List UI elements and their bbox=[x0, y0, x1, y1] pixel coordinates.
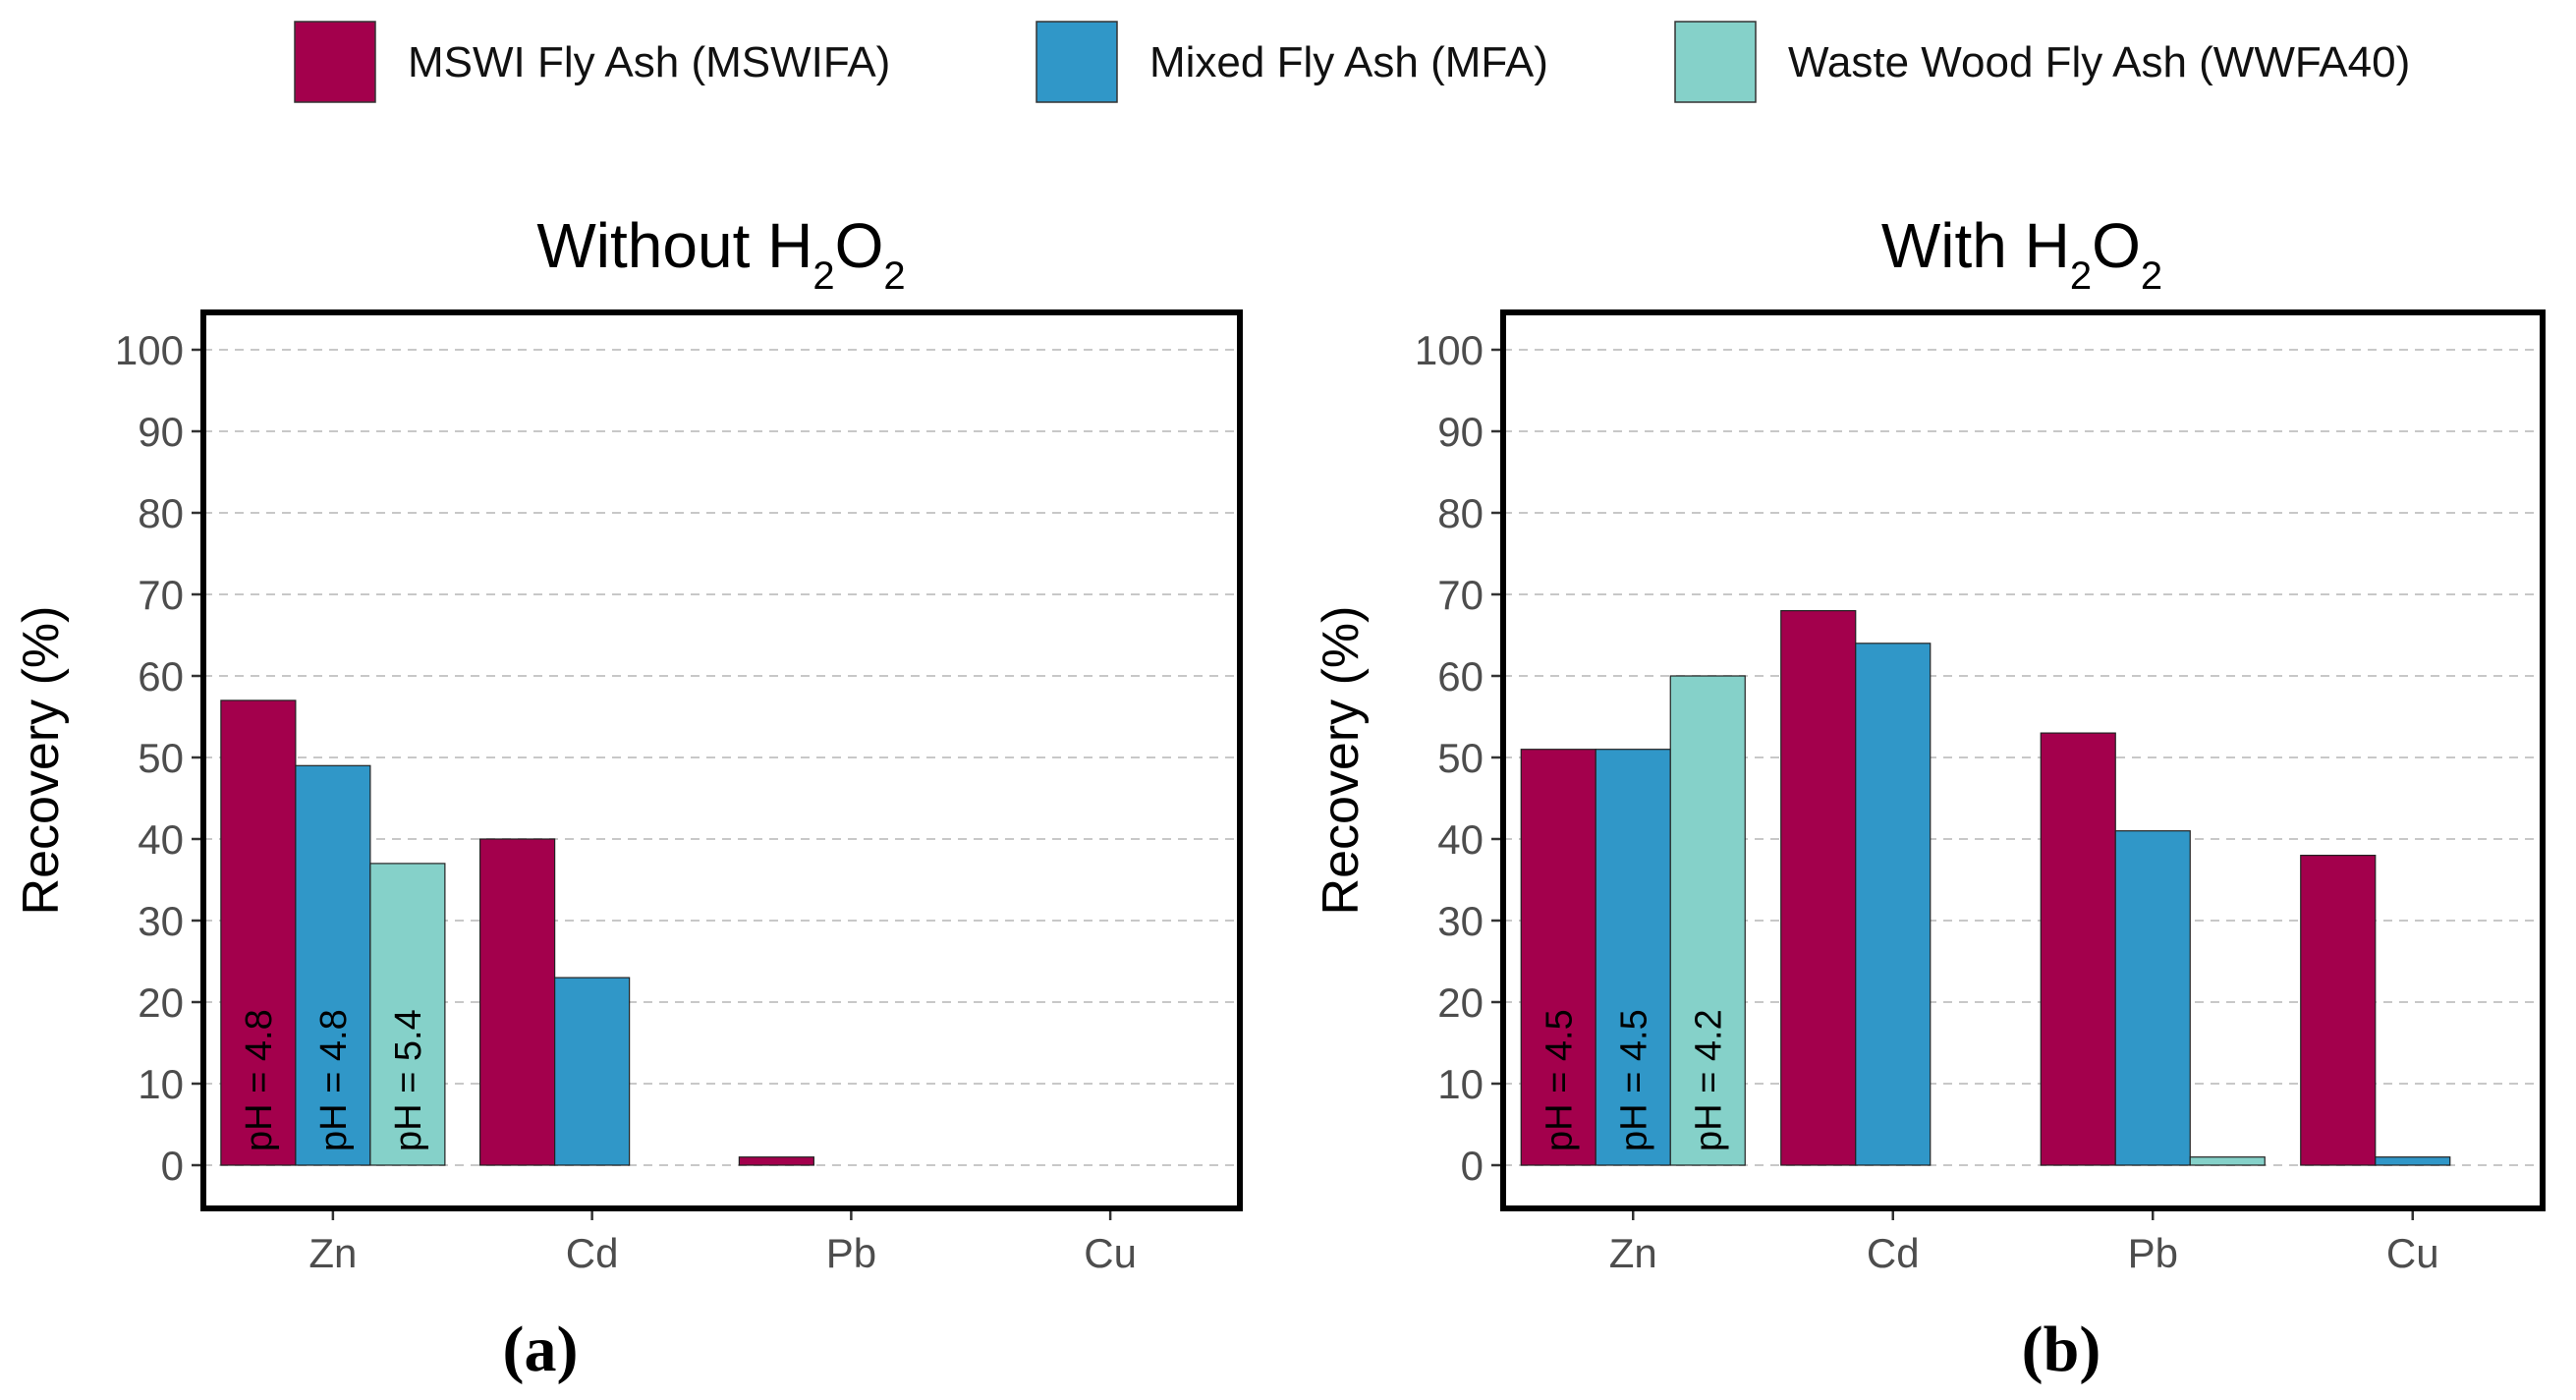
bar-zn-mswifa bbox=[1520, 749, 1596, 1166]
panel-b-chart: With H2O20102030405060708090100Recovery … bbox=[1313, 210, 2546, 1385]
ph-annotation: pH = 4.8 bbox=[239, 1009, 280, 1151]
ph-annotation: pH = 4.5 bbox=[1539, 1009, 1580, 1151]
y-tick-label: 0 bbox=[161, 1143, 184, 1189]
ph-annotation: pH = 5.4 bbox=[388, 1009, 429, 1151]
bar-zn-wwfa40 bbox=[1669, 675, 1746, 1166]
legend-label-mfa: Mixed Fly Ash (MFA) bbox=[1149, 38, 1548, 86]
panel-title: Without H2O2 bbox=[536, 210, 905, 298]
y-tick-label: 50 bbox=[138, 735, 184, 781]
x-tick-label: Pb bbox=[826, 1230, 876, 1276]
y-tick-label: 100 bbox=[115, 327, 184, 373]
plot-frame bbox=[200, 309, 1243, 1211]
x-tick-label: Pb bbox=[2128, 1230, 2178, 1276]
y-tick-label: 30 bbox=[1437, 898, 1484, 944]
y-tick-label: 20 bbox=[138, 980, 184, 1026]
title-subscript: 2 bbox=[2070, 254, 2092, 298]
y-tick-label: 80 bbox=[138, 490, 184, 536]
y-tick-label: 60 bbox=[138, 653, 184, 700]
y-tick-label: 70 bbox=[1437, 572, 1484, 618]
x-tick-label: Cu bbox=[2386, 1230, 2439, 1276]
y-tick-label: 70 bbox=[138, 572, 184, 618]
bar-cd-mswifa bbox=[479, 838, 556, 1166]
title-text: With H bbox=[1881, 210, 2070, 281]
plot-frame bbox=[1500, 309, 2546, 1211]
title-text: O bbox=[835, 210, 884, 281]
bar-cd-mfa bbox=[554, 977, 631, 1166]
bar-cd-mfa bbox=[1855, 643, 1932, 1166]
y-axis-title: Recovery (%) bbox=[1313, 606, 1370, 916]
y-tick-label: 10 bbox=[1437, 1061, 1484, 1107]
bar-zn-mfa bbox=[1595, 749, 1671, 1166]
y-tick-label: 90 bbox=[1437, 409, 1484, 455]
legend-swatch-wwfa40 bbox=[1674, 21, 1757, 103]
bar-pb-wwfa40 bbox=[2189, 1156, 2266, 1166]
bar-pb-mswifa bbox=[738, 1156, 814, 1166]
x-tick-label: Cu bbox=[1084, 1230, 1137, 1276]
bar-zn-wwfa40 bbox=[369, 863, 446, 1166]
bar-pb-mswifa bbox=[2040, 732, 2116, 1166]
bar-pb-mfa bbox=[2114, 830, 2191, 1166]
panel-letter: (b) bbox=[2022, 1314, 2101, 1385]
y-tick-label: 30 bbox=[138, 898, 184, 944]
ph-annotation: pH = 4.8 bbox=[313, 1009, 355, 1151]
y-tick-label: 60 bbox=[1437, 653, 1484, 700]
bar-zn-mswifa bbox=[220, 700, 297, 1166]
y-tick-label: 80 bbox=[1437, 490, 1484, 536]
chart-legend: MSWI Fly Ash (MSWIFA) Mixed Fly Ash (MFA)… bbox=[294, 21, 2410, 103]
y-tick-label: 40 bbox=[138, 816, 184, 863]
panel-a-chart: Without H2O20102030405060708090100Recove… bbox=[13, 210, 1243, 1385]
y-axis-title: Recovery (%) bbox=[13, 606, 70, 916]
title-text: Without H bbox=[536, 210, 812, 281]
x-tick-label: Cd bbox=[1867, 1230, 1920, 1276]
bar-cd-mswifa bbox=[1780, 609, 1857, 1166]
y-tick-label: 20 bbox=[1437, 980, 1484, 1026]
legend-label-wwfa40: Waste Wood Fly Ash (WWFA40) bbox=[1788, 38, 2410, 86]
ph-annotation: pH = 4.5 bbox=[1613, 1009, 1654, 1151]
ph-annotation: pH = 4.2 bbox=[1688, 1009, 1729, 1151]
y-tick-label: 90 bbox=[138, 409, 184, 455]
x-tick-label: Zn bbox=[308, 1230, 357, 1276]
bar-cu-mfa bbox=[2375, 1156, 2451, 1166]
title-subscript: 2 bbox=[883, 254, 905, 298]
y-tick-label: 100 bbox=[1415, 327, 1484, 373]
panel-letter: (a) bbox=[503, 1314, 579, 1385]
title-subscript: 2 bbox=[812, 254, 834, 298]
panel-title: With H2O2 bbox=[1881, 210, 2162, 298]
y-tick-label: 0 bbox=[1461, 1143, 1484, 1189]
y-tick-label: 40 bbox=[1437, 816, 1484, 863]
y-tick-label: 10 bbox=[138, 1061, 184, 1107]
x-tick-label: Cd bbox=[566, 1230, 619, 1276]
legend-swatch-mswifa bbox=[294, 21, 376, 103]
y-tick-label: 50 bbox=[1437, 735, 1484, 781]
legend-label-mswifa: MSWI Fly Ash (MSWIFA) bbox=[408, 38, 890, 86]
x-tick-label: Zn bbox=[1609, 1230, 1657, 1276]
legend-swatch-mfa bbox=[1036, 21, 1118, 103]
bar-cu-mswifa bbox=[2300, 854, 2377, 1166]
title-subscript: 2 bbox=[2141, 254, 2162, 298]
title-text: O bbox=[2092, 210, 2141, 281]
bar-zn-mfa bbox=[295, 764, 371, 1166]
